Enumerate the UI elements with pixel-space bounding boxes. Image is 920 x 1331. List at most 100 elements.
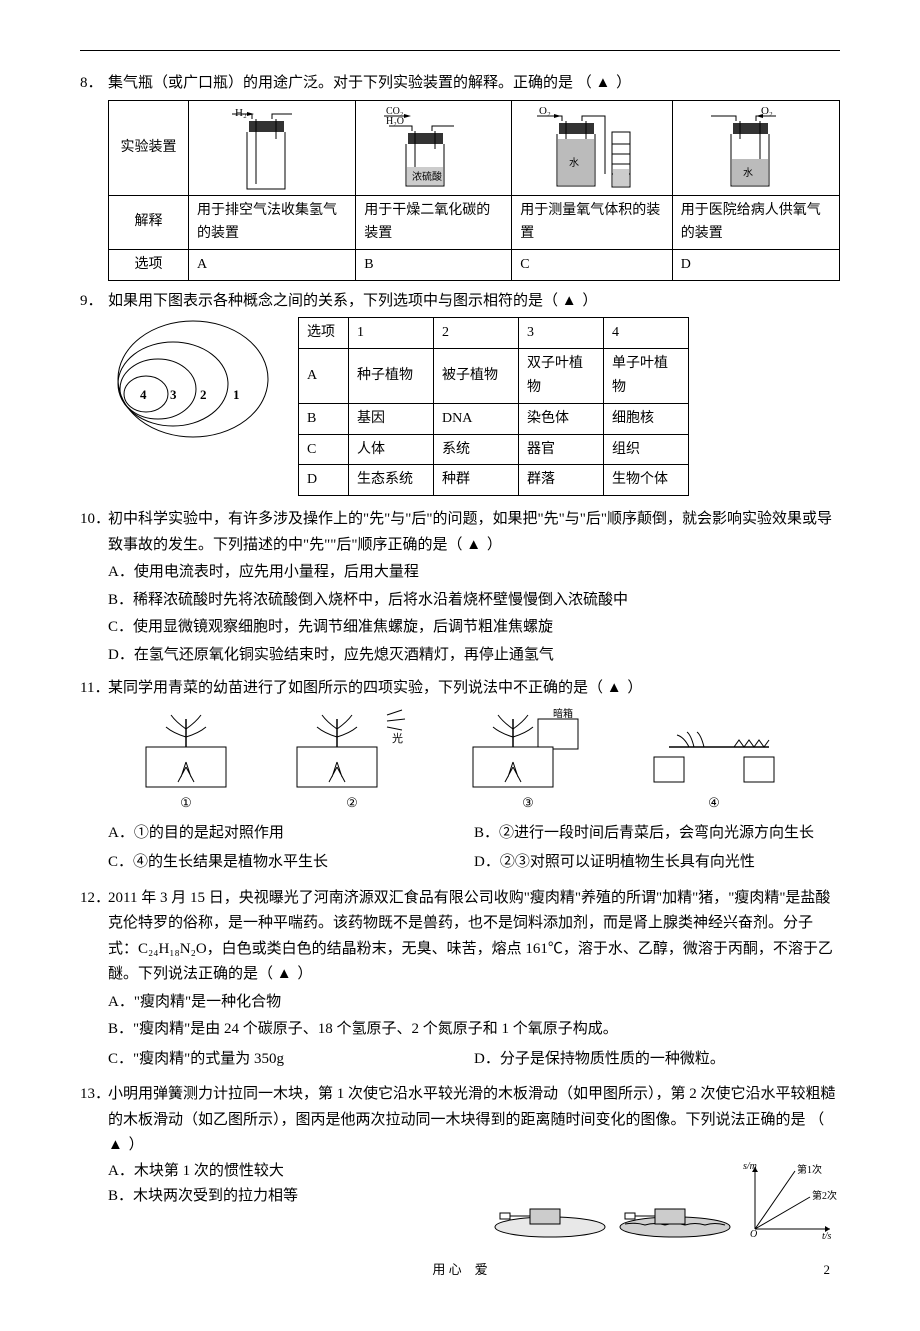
board-1-icon: [490, 1189, 610, 1239]
svg-text:H₂O: H₂O: [386, 116, 404, 127]
q8-exp-c: 用于测量氧气体积的装置: [512, 195, 672, 250]
q9-text: 如果用下图表示各种概念之间的关系，下列选项中与图示相符的是（: [108, 293, 558, 309]
svg-text:第1次: 第1次: [797, 1163, 822, 1176]
page-number: 2: [824, 1259, 831, 1281]
q12-opt-b: B．"瘦肉精"是由 24 个碳原子、18 个氢原子、2 个氮原子和 1 个氧原子…: [108, 1017, 840, 1043]
q12-end: ）: [297, 966, 312, 982]
q9-h1: 1: [349, 318, 434, 349]
q8-r1-label: 实验装置: [109, 100, 189, 195]
svg-text:光: 光: [392, 731, 403, 745]
board-2-icon: [615, 1189, 735, 1239]
svg-text:1: 1: [233, 387, 240, 402]
q8-opt-c: C: [512, 250, 672, 281]
q9-row-d: D生态系统种群群落生物个体: [299, 465, 689, 496]
bottle-a-icon: H₂: [217, 104, 327, 192]
q12-opt-d: D．分子是保持物质性质的一种微粒。: [474, 1047, 840, 1073]
q11-label-1: ①: [131, 792, 241, 814]
q8-device-d: O₂ 水: [672, 100, 839, 195]
q8-body: 集气瓶（或广口瓶）的用途广泛。对于下列实验装置的解释。正确的是 （ ▲ ）: [108, 71, 840, 97]
nested-circles-icon: 4 3 2 1: [108, 314, 278, 444]
q9-blank[interactable]: ▲: [562, 289, 579, 315]
q8-r2-label: 解释: [109, 195, 189, 250]
q9-body: 如果用下图表示各种概念之间的关系，下列选项中与图示相符的是（ ▲ ）: [108, 289, 840, 315]
q11-opt-c: C．④的生长结果是植物水平生长: [108, 850, 474, 876]
q11-label-4: ④: [639, 792, 789, 814]
q12-blank[interactable]: ▲: [277, 962, 294, 988]
q8-device-c: O₂ 水: [512, 100, 672, 195]
q11-options: A．①的目的是起对照作用 B．②进行一段时间后青菜后，会弯向光源方向生长 C．④…: [108, 819, 840, 878]
q10-end: ）: [487, 537, 502, 553]
q11-figures: ① 光 ② 暗箱 ③: [108, 707, 812, 814]
q11-fig-1: ①: [131, 707, 241, 814]
q8-r3-label: 选项: [109, 250, 189, 281]
q8-exp-a: 用于排空气法收集氢气的装置: [189, 195, 356, 250]
q12-opt-a: A．"瘦肉精"是一种化合物: [108, 990, 840, 1016]
q11-fig-2: 光 ②: [287, 707, 417, 814]
q11-opt-b: B．②进行一段时间后青菜后，会弯向光源方向生长: [474, 821, 840, 847]
q11-fig-3: 暗箱 ③: [463, 707, 593, 814]
svg-text:暗箱: 暗箱: [553, 707, 573, 720]
q10-body: 初中科学实验中，有许多涉及操作上的"先"与"后"的问题，如果把"先"与"后"顺序…: [108, 507, 840, 558]
q10-opt-d: D．在氢气还原氧化铜实验结束时，应先熄灭酒精灯，再停止通氢气: [108, 643, 840, 669]
q12-text: 2011 年 3 月 15 日，央视曝光了河南济源双汇食品有限公司收购"瘦肉精"…: [108, 890, 833, 983]
question-10: 10． 初中科学实验中，有许多涉及操作上的"先"与"后"的问题，如果把"先"与"…: [80, 507, 840, 668]
svg-text:H₂: H₂: [235, 107, 247, 119]
q10-blank[interactable]: ▲: [466, 533, 483, 559]
q12-opt-c: C．"瘦肉精"的式量为 350g: [108, 1047, 474, 1073]
q13-figures: s/m t/s O 第1次 第2次: [490, 1159, 840, 1239]
q12-num: 12．: [80, 886, 108, 988]
plant-2-icon: 光: [287, 707, 417, 792]
svg-text:O₂: O₂: [539, 105, 551, 117]
q11-label-2: ②: [287, 792, 417, 814]
q8-opt-d: D: [672, 250, 839, 281]
svg-text:O: O: [750, 1229, 757, 1239]
q9-end: ）: [582, 293, 597, 309]
q8-opt-a: A: [189, 250, 356, 281]
q10-num: 10．: [80, 507, 108, 558]
q13-options: A．木块第 1 次的惯性较大 B．木块两次受到的拉力相等: [108, 1159, 490, 1239]
svg-text:水: 水: [569, 157, 579, 169]
q8-end: ）: [616, 75, 631, 91]
q11-label-3: ③: [463, 792, 593, 814]
q8-blank[interactable]: ▲: [596, 71, 613, 97]
q12-options: A．"瘦肉精"是一种化合物 B．"瘦肉精"是由 24 个碳原子、18 个氢原子、…: [108, 990, 840, 1075]
q11-opt-a: A．①的目的是起对照作用: [108, 821, 474, 847]
bottle-b-icon: CO₂ H₂O 浓硫酸: [374, 104, 494, 192]
q11-end: ）: [627, 680, 642, 696]
q10-opt-c: C．使用显微镜观察细胞时，先调节细准焦螺旋，后调节粗准焦螺旋: [108, 615, 840, 641]
q9-row-a: A种子植物被子植物双子叶植物单子叶植物: [299, 349, 689, 404]
q9-num: 9．: [80, 289, 108, 315]
svg-text:浓硫酸: 浓硫酸: [412, 170, 442, 183]
svg-text:s/m: s/m: [743, 1161, 757, 1172]
question-8: 8． 集气瓶（或广口瓶）的用途广泛。对于下列实验装置的解释。正确的是 （ ▲ ）…: [80, 71, 840, 281]
svg-text:3: 3: [170, 387, 177, 402]
q13-end: ）: [129, 1137, 144, 1153]
question-13: 13． 小明用弹簧测力计拉同一木块，第 1 次使它沿水平较光滑的木板滑动（如甲图…: [80, 1082, 840, 1239]
q9-h2: 2: [434, 318, 519, 349]
graph-icon: s/m t/s O 第1次 第2次: [740, 1159, 840, 1239]
q9-row-b: B基因DNA染色体细胞核: [299, 403, 689, 434]
footer-text: 用 心 爱: [432, 1259, 487, 1281]
page-footer: 用 心 爱 2: [80, 1259, 840, 1281]
q13-body: 小明用弹簧测力计拉同一木块，第 1 次使它沿水平较光滑的木板滑动（如甲图所示），…: [108, 1082, 840, 1159]
question-11: 11． 某同学用青菜的幼苗进行了如图所示的四项实验，下列说法中不正确的是（ ▲ …: [80, 676, 840, 878]
q8-device-a: H₂: [189, 100, 356, 195]
q10-options: A．使用电流表时，应先用小量程，后用大量程 B．稀释浓硫酸时先将浓硫酸倒入烧杯中…: [108, 560, 840, 668]
q13-blank[interactable]: ▲: [108, 1133, 125, 1159]
q9-h3: 3: [519, 318, 604, 349]
svg-text:4: 4: [140, 387, 147, 402]
svg-text:t/s: t/s: [822, 1231, 832, 1239]
plant-1-icon: [131, 707, 241, 792]
q8-table: 实验装置 H₂ C O₂ H₂O: [108, 100, 840, 281]
question-12: 12． 2011 年 3 月 15 日，央视曝光了河南济源双汇食品有限公司收购"…: [80, 886, 840, 1075]
q11-text: 某同学用青菜的幼苗进行了如图所示的四项实验，下列说法中不正确的是（: [108, 680, 603, 696]
q13-text: 小明用弹簧测力计拉同一木块，第 1 次使它沿水平较光滑的木板滑动（如甲图所示），…: [108, 1086, 836, 1128]
q10-opt-b: B．稀释浓硫酸时先将浓硫酸倒入烧杯中，后将水沿着烧杯壁慢慢倒入浓硫酸中: [108, 588, 840, 614]
q10-opt-a: A．使用电流表时，应先用小量程，后用大量程: [108, 560, 840, 586]
q9-h4: 4: [604, 318, 689, 349]
q8-device-b: CO₂ H₂O 浓硫酸: [356, 100, 512, 195]
q13-opt-b: B．木块两次受到的拉力相等: [108, 1184, 490, 1210]
q8-opt-b: B: [356, 250, 512, 281]
q11-blank[interactable]: ▲: [607, 676, 624, 702]
q9-table: 选项 1 2 3 4 A种子植物被子植物双子叶植物单子叶植物 B基因DNA染色体…: [298, 317, 689, 496]
